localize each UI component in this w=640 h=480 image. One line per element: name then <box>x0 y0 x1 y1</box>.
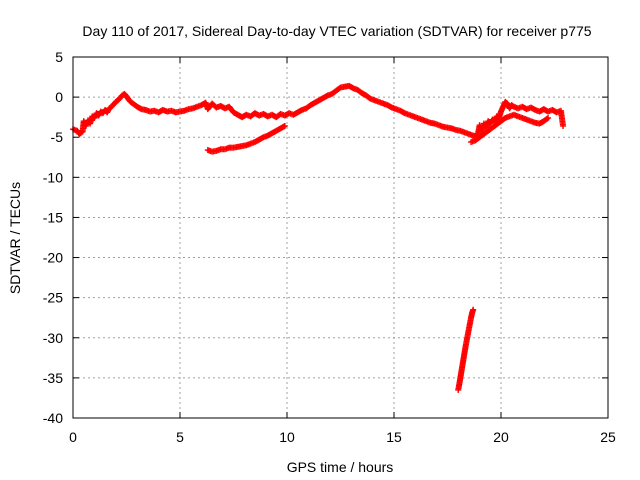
x-tick-label: 0 <box>69 429 77 445</box>
y-tick-label: 5 <box>55 49 63 65</box>
y-tick-label: -10 <box>43 169 63 185</box>
data-point-plus <box>560 122 567 129</box>
y-axis-label: SDTVAR / TECUs <box>7 182 23 294</box>
x-tick-label: 5 <box>176 429 184 445</box>
tick-layer: 0 5 10 15 20 25 5 0 -5 -10 -15 -20 -25 -30 -35 -40 <box>43 49 616 445</box>
grid-layer <box>73 57 608 418</box>
data-point-plus <box>470 306 477 313</box>
y-tick-label: -25 <box>43 290 63 306</box>
x-axis-label: GPS time / hours <box>287 459 394 475</box>
x-tick-label: 15 <box>386 429 402 445</box>
x-tick-label: 20 <box>493 429 509 445</box>
data-point-plus <box>281 122 288 129</box>
x-tick-label: 10 <box>279 429 295 445</box>
chart-title: Day 110 of 2017, Sidereal Day-to-day VTE… <box>82 23 591 39</box>
y-tick-label: -20 <box>43 250 63 266</box>
y-tick-label: -35 <box>43 370 63 386</box>
y-tick-label: 0 <box>55 89 63 105</box>
data-point-plus <box>544 115 551 122</box>
y-tick-label: -30 <box>43 330 63 346</box>
plot-frame <box>72 56 609 419</box>
data-point-plus <box>545 114 552 121</box>
data-layer <box>70 82 567 393</box>
x-tick-label: 25 <box>600 429 616 445</box>
y-tick-label: -40 <box>43 410 63 426</box>
y-tick-label: -5 <box>51 129 64 145</box>
y-tick-label: -15 <box>43 209 63 225</box>
